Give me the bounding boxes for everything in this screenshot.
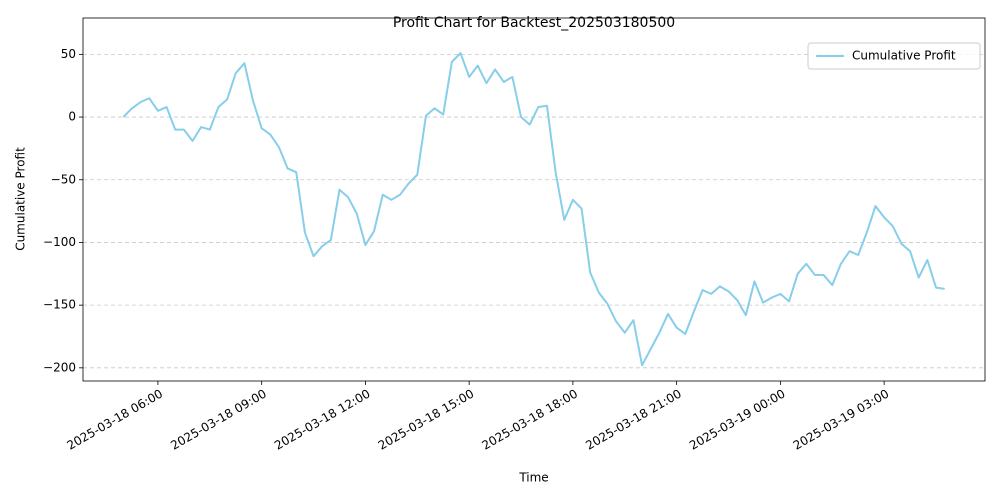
legend-label: Cumulative Profit [852, 49, 956, 63]
legend-box [807, 42, 981, 70]
x-tick-label: 2025-03-19 00:00 [687, 387, 788, 453]
x-tick-label: 2025-03-18 06:00 [65, 387, 166, 453]
y-tick-label: −100 [43, 235, 76, 249]
y-tick-label: −200 [43, 360, 76, 374]
plot-frame [82, 17, 986, 382]
series-line [122, 52, 945, 367]
y-axis-label: Cumulative Profit [14, 147, 28, 251]
x-axis-label: Time [518, 471, 548, 485]
x-tick-label: 2025-03-18 21:00 [583, 387, 684, 453]
y-tick-label: −150 [43, 298, 76, 312]
x-tick-label: 2025-03-19 03:00 [791, 387, 892, 453]
chart-title: Profit Chart for Backtest_202503180500 [393, 15, 675, 31]
y-tick-label: 0 [68, 110, 76, 124]
x-tick-label: 2025-03-18 18:00 [480, 387, 581, 453]
x-tick-label: 2025-03-18 15:00 [376, 387, 477, 453]
x-tick-label: 2025-03-18 09:00 [168, 387, 269, 453]
y-tick-label: −50 [51, 172, 76, 186]
y-tick-label: 50 [61, 47, 76, 61]
x-tick-label: 2025-03-18 12:00 [272, 387, 373, 453]
